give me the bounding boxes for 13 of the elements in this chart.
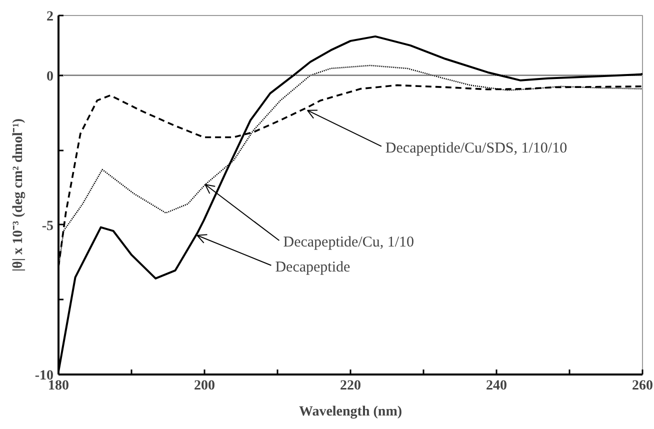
y-axis-title: |θ| x 10⁻³ (deg cm² dmol⁻¹) [10,118,26,272]
annotation: Decapeptide/Cu, 1/10 [283,234,414,251]
x-tick-label: 240 [486,378,507,394]
annotation: Decapeptide [275,259,350,276]
x-axis-title: Wavelength (nm) [298,404,402,420]
x-tick-label: 200 [194,378,215,394]
annotation: Decapeptide/Cu/SDS, 1/10/10 [385,140,568,156]
y-tick-label: 2 [46,10,54,24]
x-tick-label: 220 [340,378,361,394]
x-tick-label: 260 [632,378,653,394]
y-tick-label: -5 [42,218,54,234]
x-tick-label: 180 [48,378,69,394]
y-tick-label: 0 [46,69,54,84]
